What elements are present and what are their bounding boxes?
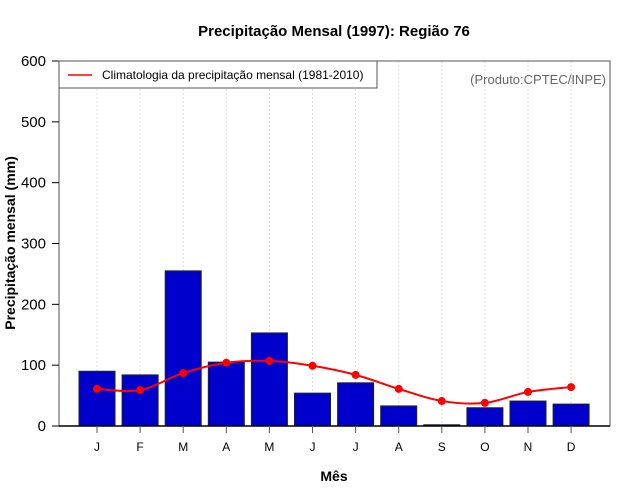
y-tick-label: 400 bbox=[21, 175, 46, 192]
bar bbox=[466, 407, 504, 427]
climatology-point bbox=[93, 384, 101, 393]
y-tick-label: 100 bbox=[21, 357, 46, 374]
climatology-point bbox=[136, 386, 145, 395]
bar bbox=[552, 403, 590, 427]
climatology-point bbox=[265, 356, 274, 365]
y-tick-label: 200 bbox=[21, 296, 46, 313]
bar bbox=[380, 405, 418, 427]
climatology-point bbox=[480, 398, 489, 407]
x-tick-label: A bbox=[222, 440, 230, 454]
climatology-point bbox=[394, 384, 403, 393]
chart-title: Precipitação Mensal (1997): Região 76 bbox=[198, 23, 470, 40]
climatology-line bbox=[93, 356, 576, 407]
climatology-point bbox=[524, 387, 532, 396]
y-axis-label: Precipitação mensal (mm) bbox=[2, 156, 18, 330]
plot-frame bbox=[58, 60, 611, 427]
x-tick-label: D bbox=[567, 440, 576, 454]
x-tick-label: O bbox=[480, 440, 489, 454]
climatology-point bbox=[179, 369, 188, 378]
bar bbox=[207, 361, 245, 427]
x-axis-label: Mês bbox=[320, 468, 347, 484]
climatology-point bbox=[222, 358, 231, 367]
credit-text: (Produto:CPTEC/INPE) bbox=[470, 72, 606, 87]
x-tick-label: S bbox=[438, 440, 446, 454]
climatology-point bbox=[308, 361, 317, 370]
bar bbox=[78, 370, 116, 427]
bar bbox=[294, 392, 331, 427]
bars bbox=[78, 270, 590, 427]
x-tick-label: F bbox=[136, 440, 143, 454]
climatology-point bbox=[567, 383, 576, 392]
y-tick-label: 0 bbox=[38, 418, 46, 435]
bar bbox=[164, 270, 202, 427]
y-tick-label: 600 bbox=[21, 53, 46, 70]
bar bbox=[121, 374, 159, 427]
climatology-point bbox=[437, 397, 446, 406]
climatology-point bbox=[351, 370, 360, 379]
legend-label: Climatologia da precipitação mensal (198… bbox=[102, 68, 363, 82]
bar bbox=[250, 332, 288, 427]
legend-box bbox=[58, 60, 378, 89]
y-tick-label: 500 bbox=[21, 114, 46, 131]
x-tick-label: A bbox=[395, 440, 403, 454]
x-tick-label: J bbox=[353, 440, 359, 454]
y-axis: 0 100 200 300 400 500 600 bbox=[21, 53, 59, 435]
x-tick-label: N bbox=[524, 440, 533, 454]
bar bbox=[509, 400, 547, 427]
x-tick-label: M bbox=[264, 440, 274, 454]
legend: Climatologia da precipitação mensal (198… bbox=[58, 60, 378, 89]
bar bbox=[337, 382, 375, 427]
y-tick-label: 300 bbox=[21, 236, 46, 253]
x-tick-label: J bbox=[94, 440, 100, 454]
x-tick-label: M bbox=[178, 440, 188, 454]
x-tick-label: J bbox=[310, 440, 316, 454]
